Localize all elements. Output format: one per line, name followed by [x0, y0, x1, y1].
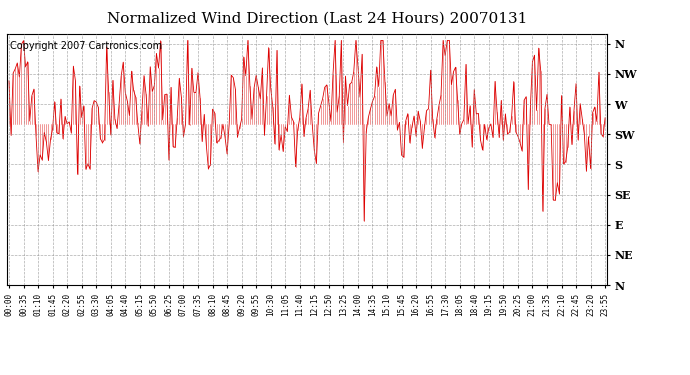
Text: Normalized Wind Direction (Last 24 Hours) 20070131: Normalized Wind Direction (Last 24 Hours… [107, 11, 528, 25]
Text: Copyright 2007 Cartronics.com: Copyright 2007 Cartronics.com [10, 41, 162, 51]
